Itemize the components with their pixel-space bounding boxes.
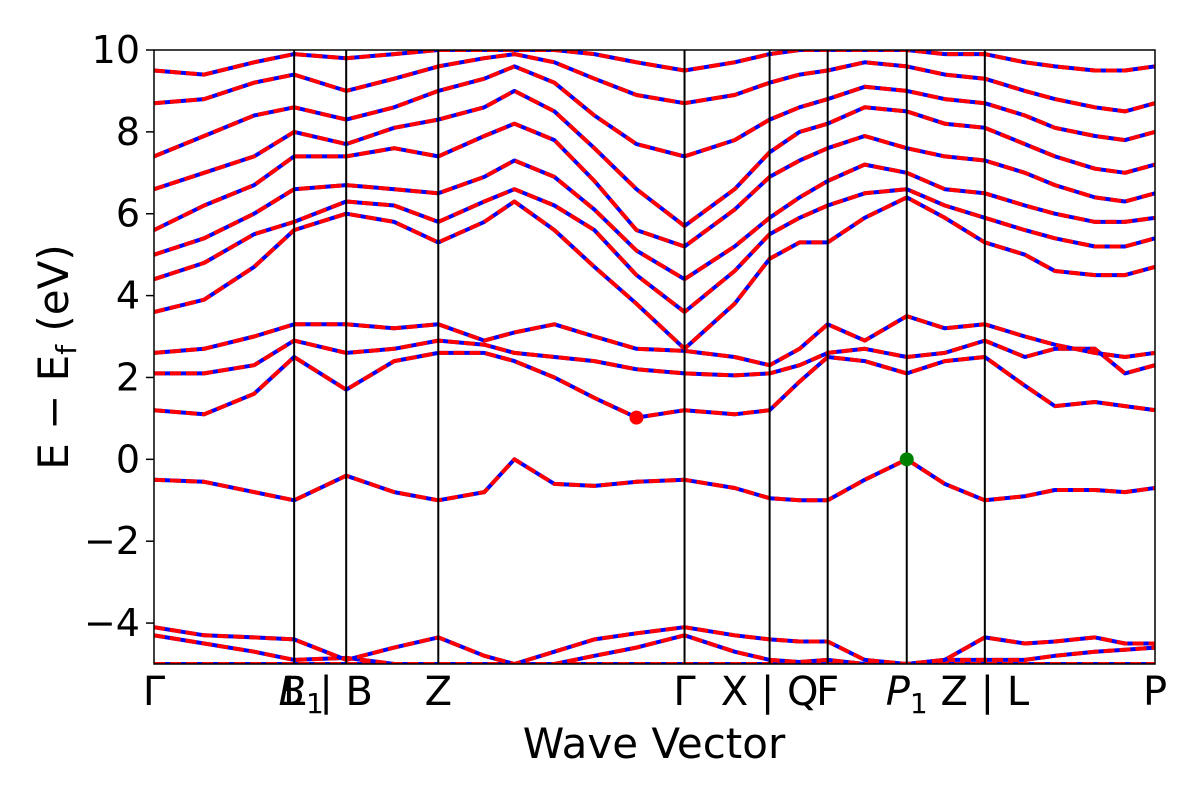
band-line-b-4 xyxy=(154,350,1155,420)
kpath-label-4: Z xyxy=(425,669,452,715)
y-axis-title: E − Ef (eV) xyxy=(29,244,83,470)
bands-layer xyxy=(154,50,1155,664)
kpath-label-main: P xyxy=(886,669,911,715)
y-tick-label-1: −2 xyxy=(84,519,140,563)
kpath-label-1: L xyxy=(283,669,306,715)
y-axis-title-main: E − E xyxy=(29,355,78,470)
kpath-label-3: | B xyxy=(319,669,373,715)
band-line-b-5 xyxy=(154,338,1155,378)
y-tick-label-0: −4 xyxy=(84,601,140,645)
cbm-marker xyxy=(629,410,644,425)
kpath-label-5: Γ xyxy=(673,669,696,715)
band-line-b-11 xyxy=(154,88,1155,228)
band-line-b-3 xyxy=(154,457,1155,503)
markers-layer xyxy=(629,410,914,467)
kpath-label-10: P xyxy=(1143,669,1167,715)
band-line-b-13 xyxy=(154,52,1155,114)
y-tick-label-4: 4 xyxy=(116,274,140,318)
kpath-label-6: X | Q xyxy=(721,669,819,715)
y-axis-title-subscript: f xyxy=(50,344,83,355)
band-line-b-9 xyxy=(154,158,1155,282)
kpath-lines-layer xyxy=(293,50,986,664)
band-line-b-8 xyxy=(154,187,1155,314)
band-line-b-10 xyxy=(154,121,1155,249)
y-tick-label-2: 0 xyxy=(116,437,140,481)
y-axis-title-unit: (eV) xyxy=(29,244,78,345)
band-line-b-7 xyxy=(154,195,1155,351)
kpath-label-subscript: 1 xyxy=(910,687,928,720)
x-axis-title: Wave Vector xyxy=(523,719,786,768)
kpath-label-0: Γ xyxy=(143,669,166,715)
y-tick-label-6: 8 xyxy=(116,110,140,154)
kpath-label-9: Z | L xyxy=(941,669,1030,715)
plot-area-background xyxy=(154,50,1155,664)
y-tick-label-3: 2 xyxy=(116,355,140,399)
y-axis-ticks: −4 −2 0 2 4 6 8 10 xyxy=(84,28,154,645)
band-line-b-12 xyxy=(154,64,1155,159)
plot-frame xyxy=(153,49,1156,665)
vbm-marker xyxy=(899,452,914,467)
band-line-b-14 xyxy=(154,50,1155,77)
kpath-label-7: F xyxy=(816,669,839,715)
band-line-a-2 xyxy=(154,625,1155,664)
y-tick-label-7: 10 xyxy=(92,28,140,72)
kpath-label-main: B xyxy=(279,669,306,715)
kpath-label-2: B1 xyxy=(279,669,324,720)
kpath-label-subscript: 1 xyxy=(306,687,324,720)
kpath-label-8: P1 xyxy=(886,669,928,720)
band-line-b-6 xyxy=(154,314,1155,368)
y-tick-label-5: 6 xyxy=(116,192,140,236)
